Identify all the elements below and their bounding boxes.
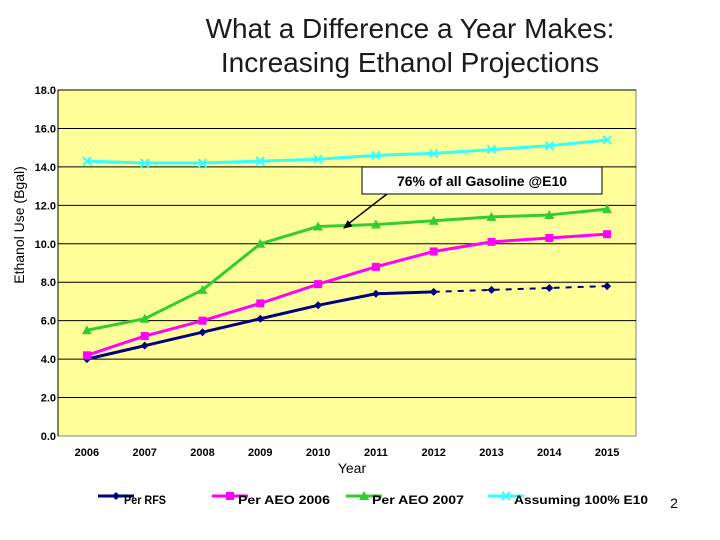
series-0-point-1: [140, 341, 149, 350]
series-2-point-4: [313, 221, 324, 231]
annotation-text: 76% of all Gasoline @E10: [397, 173, 567, 189]
y-tick-label-6: 12.0: [35, 200, 56, 212]
series-3-point-4: [313, 154, 323, 164]
series-3-line: [86, 138, 608, 165]
series-0-point-7: [487, 285, 496, 294]
series-3-point-4-stroke-b: [313, 154, 323, 164]
series-3-point-5-stroke-b: [371, 150, 381, 161]
y-tick-label-7: 14.0: [35, 162, 56, 174]
legend-entry-3: Assuming 100% E10: [488, 491, 648, 507]
series-0-point-3: [256, 314, 265, 323]
y-tick-label-3: 6.0: [41, 316, 56, 328]
legend-swatch-marker-0: [112, 492, 120, 500]
series-1-point-6: [429, 247, 438, 256]
y-tick-label-5: 10.0: [35, 239, 56, 251]
legend-entry-0: Per RFS: [98, 492, 166, 507]
x-tick-label-3: 2009: [248, 447, 272, 459]
y-axis-title: Ethanol Use (Bgal): [11, 166, 27, 284]
series-3-point-5: [371, 150, 381, 161]
series-3-point-8: [544, 141, 555, 151]
series-3-point-3-stroke-b: [255, 156, 266, 166]
y-tick-label-1: 2.0: [41, 393, 56, 405]
annotation-arrow-shaft: [346, 193, 388, 226]
x-tick-label-8: 2014: [537, 447, 562, 459]
series-3-point-2-stroke-b: [197, 158, 208, 168]
legend-swatch-marker-2: [359, 491, 369, 500]
series-3-point-3: [255, 156, 266, 166]
series-1-point-0: [82, 351, 91, 360]
annotation-arrow-head: [343, 220, 353, 229]
legend-swatch-marker-3-stroke-b: [501, 491, 511, 501]
annotation-box: [361, 166, 603, 195]
series-1-point-7: [487, 237, 496, 246]
legend-label-2: Per AEO 2007: [372, 493, 464, 507]
series-1-line: [86, 232, 608, 357]
series-2-point-1: [139, 313, 150, 323]
x-tick-label-7: 2013: [479, 447, 503, 459]
legend-entry-2: Per AEO 2007: [346, 491, 464, 507]
series-3-point-6: [428, 148, 439, 159]
series-3-point-9: [602, 135, 612, 145]
series-3-point-8-stroke-b: [544, 141, 555, 151]
series-2-point-6: [428, 215, 439, 225]
series-1-point-2: [198, 316, 207, 325]
series-0-point-2: [198, 328, 207, 337]
y-tick-label-0: 0.0: [41, 431, 56, 443]
x-tick-label-5: 2011: [364, 447, 388, 459]
series-3-point-7: [486, 144, 497, 155]
series-3-point-1-stroke-b: [139, 158, 150, 168]
series-1-point-9: [603, 230, 612, 239]
series-2-point-0: [81, 325, 92, 335]
series-3-point-2: [197, 158, 208, 168]
legend-entry-1: Per AEO 2006: [212, 492, 330, 507]
series-3-point-6-stroke-b: [428, 148, 439, 159]
legend-swatch-marker-3: [501, 491, 511, 501]
series-3: [82, 135, 612, 168]
series-1-point-4: [314, 280, 323, 289]
plot-area: [57, 89, 637, 437]
chart-title-line-2: Increasing Ethanol Projections: [220, 47, 600, 78]
x-tick-label-2: 2008: [190, 447, 214, 459]
series-1-point-8: [545, 234, 554, 243]
series-2-point-8: [544, 209, 555, 219]
x-tick-label-9: 2015: [595, 447, 619, 459]
x-tick-label-4: 2010: [306, 447, 330, 459]
series-3-point-9-stroke-b: [602, 135, 612, 145]
series-2-point-7: [486, 211, 497, 221]
series-0-point-8: [545, 283, 554, 292]
series-2-point-9: [602, 204, 613, 214]
series-0-point-5: [371, 289, 380, 298]
y-tick-label-8: 16.0: [35, 123, 56, 135]
x-tick-label-6: 2012: [421, 447, 445, 459]
chart-title-line-1: What a Difference a Year Makes:: [205, 13, 615, 44]
series-0-point-6: [429, 287, 438, 296]
page-number: 2: [670, 495, 678, 511]
x-axis-title: Year: [338, 460, 367, 476]
x-tick-label-1: 2007: [132, 447, 156, 459]
series-3-point-7-stroke-b: [486, 144, 497, 155]
series-1-point-5: [371, 262, 380, 271]
series-3-point-1: [139, 158, 150, 168]
series-1: [82, 230, 612, 360]
series-3-point-0: [82, 156, 92, 166]
legend-label-1: Per AEO 2006: [238, 493, 330, 507]
x-tick-label-0: 2006: [75, 447, 99, 459]
legend-label-0: Per RFS: [124, 493, 166, 507]
legend-swatch-marker-1: [226, 492, 234, 500]
y-tick-label-2: 4.0: [41, 354, 56, 366]
series-1-point-1: [140, 332, 149, 341]
series-3-point-0-stroke-b: [82, 156, 92, 166]
series-2-point-5: [370, 219, 381, 229]
series-0-projection-line: [433, 285, 608, 293]
legend-label-3: Assuming 100% E10: [514, 493, 648, 507]
series-0-point-9: [603, 282, 612, 291]
series-2-point-2: [197, 284, 208, 294]
series-1-point-3: [256, 299, 265, 308]
chart-title: What a Difference a Year Makes: Increasi…: [60, 12, 720, 80]
y-tick-label-9: 18.0: [35, 85, 56, 97]
series-2-point-3: [255, 238, 266, 248]
series-0-point-4: [314, 301, 323, 310]
y-tick-label-4: 8.0: [41, 277, 56, 289]
